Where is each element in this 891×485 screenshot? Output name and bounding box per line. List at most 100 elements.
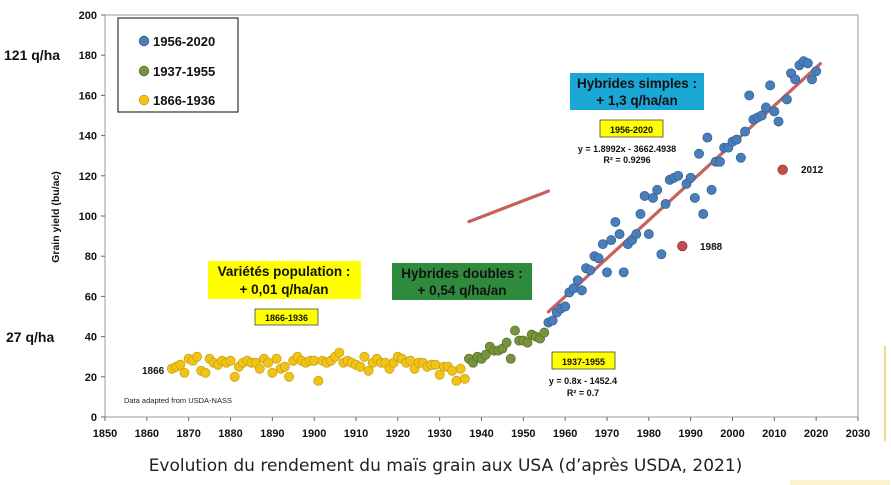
point-1956-2020-1979	[639, 190, 650, 201]
decorative-footer	[790, 480, 890, 485]
point-1866-1936-1894	[284, 371, 295, 382]
legend-marker-1956-2020	[138, 35, 150, 47]
point-1956-2020-1977	[631, 229, 642, 240]
point-1937-1955-1941	[480, 349, 491, 360]
trend-line-0	[467, 189, 551, 224]
box-varietes-line2: + 0,01 q/ha/an	[240, 282, 329, 297]
point-1956-2020-1970	[602, 267, 612, 278]
point-outlier-1988	[677, 240, 688, 252]
point-1956-2020-2011	[773, 116, 784, 127]
point-1956-2020-1960	[560, 301, 571, 312]
point-1956-2020-2015	[790, 74, 801, 85]
point-1956-2020-2009	[765, 80, 776, 91]
figure-caption: Evolution du rendement du maïs grain aux…	[148, 456, 743, 476]
point-1956-2020-1973	[614, 229, 625, 240]
point-1956-2020-1978	[635, 209, 646, 219]
point-1956-2020-2007	[756, 110, 767, 121]
point-1956-2020-1997	[715, 156, 725, 167]
label-1866: 1866	[142, 366, 165, 377]
point-1866-1936-1893	[279, 361, 290, 372]
point-1866-1936-1906	[334, 347, 345, 358]
x-tick-label-14: 1990	[678, 428, 702, 440]
point-1866-1936-1900	[309, 355, 320, 366]
tag-1937-1955: 1937-1955	[551, 351, 616, 370]
point-1866-1936-1936	[459, 373, 470, 384]
point-1866-1936-1880	[225, 355, 236, 366]
legend-marker-1937-1955	[138, 65, 150, 77]
x-tick-label-11: 1960	[553, 428, 577, 440]
point-1866-1936-1935	[455, 363, 466, 374]
axes: 0 20 40 60 80 100 120 140 160 180 200 1850 1860 1870 1…	[79, 10, 871, 440]
y-tick-label-5: 100	[79, 211, 97, 223]
point-1937-1955-1951	[522, 337, 533, 348]
point-1956-2020-2002	[735, 152, 746, 163]
y-tick-label-7: 140	[79, 131, 97, 143]
tag-1956-2020-text: 1956-2020	[610, 125, 653, 135]
point-1956-2020-1983	[656, 249, 667, 260]
point-1937-1955-1955	[539, 327, 550, 338]
point-1866-1936-1889	[263, 357, 274, 368]
point-1866-1936-1912	[359, 351, 370, 362]
trend-equation-1956-2020: y = 1.8992x - 3662.4938	[578, 144, 676, 154]
legend: 1956-2020 1937-1955 1866-1936	[117, 17, 239, 113]
y-tick-label-6: 120	[79, 171, 97, 183]
point-1956-2020-1957	[547, 315, 558, 326]
point-1956-2020-1963	[572, 275, 583, 286]
point-1866-1936-1868	[175, 359, 186, 370]
tag-1866-1936-text: 1866-1936	[265, 313, 308, 323]
x-tick-label-16: 2010	[762, 428, 786, 440]
x-tick-label-18: 2030	[846, 428, 870, 440]
legend-marker-1866-1936	[138, 94, 150, 106]
trend-r2-1956-2020: R² = 0.9296	[603, 155, 650, 165]
point-1956-2020-1974	[618, 267, 629, 278]
x-tick-label-2: 1870	[176, 428, 200, 440]
y-tick-label-9: 180	[79, 50, 97, 62]
x-tick-label-9: 1940	[469, 428, 493, 440]
yield-chart: 0 20 40 60 80 100 120 140 160 180 200 1850 1860 1870 1…	[50, 10, 871, 440]
point-1956-2020-2001	[731, 134, 742, 145]
y-tick-label-3: 60	[85, 291, 97, 303]
point-1956-2020-1966	[585, 265, 596, 276]
box-simples-line2: + 1,3 q/ha/an	[596, 93, 677, 108]
side-label-27: 27 q/ha	[6, 329, 55, 345]
point-1956-2020-1981	[648, 192, 658, 203]
point-1956-2020-2018	[802, 58, 813, 69]
y-axis-title: Grain yield (bu/ac)	[50, 171, 62, 263]
y-tick-label-1: 20	[85, 372, 97, 384]
source-note: Data adapted from USDA-NASS	[124, 396, 232, 405]
legend-label-1866-1936: 1866-1936	[153, 93, 215, 108]
point-1866-1936-1901	[313, 375, 324, 386]
trend-equation-1937-1955: y = 0.8x - 1452.4	[549, 376, 617, 386]
x-tick-label-5: 1900	[302, 428, 326, 440]
point-1956-2020-1984	[660, 198, 671, 209]
y-tick-label-0: 0	[91, 412, 97, 424]
y-tick-label-2: 40	[85, 332, 97, 344]
point-1956-2020-1994	[702, 132, 713, 143]
box-hybrides-doubles: Hybrides doubles : + 0,54 q/ha/an	[392, 263, 532, 300]
y-tick-label-4: 80	[85, 251, 97, 263]
label-1988: 1988	[700, 242, 723, 253]
point-1866-1936-1874	[200, 367, 211, 378]
legend-label-1956-2020: 1956-2020	[153, 34, 215, 49]
x-tick-label-4: 1890	[260, 428, 284, 440]
decorative-edge	[884, 346, 886, 441]
x-tick-label-8: 1930	[427, 428, 451, 440]
point-1866-1936-1872	[192, 351, 202, 362]
point-1866-1936-1934	[451, 375, 462, 386]
point-1866-1936-1887	[254, 363, 265, 374]
x-tick-label-1: 1860	[135, 428, 159, 440]
x-tick-label-3: 1880	[218, 428, 242, 440]
point-1956-2020-1992	[694, 148, 704, 159]
point-1937-1955-1946	[501, 337, 512, 348]
point-1956-2020-2020	[811, 66, 822, 77]
point-1866-1936-1911	[355, 361, 366, 372]
point-1866-1936-1869	[179, 367, 190, 378]
point-1956-2020-1972	[610, 217, 621, 227]
point-1956-2020-1995	[706, 184, 717, 195]
x-tick-label-10: 1950	[511, 428, 535, 440]
box-varietes-line1: Variétés population :	[218, 264, 351, 279]
y-tick-label-8: 160	[79, 90, 97, 102]
point-1956-2020-1982	[652, 184, 663, 195]
point-1866-1936-1929	[430, 359, 441, 370]
point-1956-2020-1968	[593, 253, 604, 264]
